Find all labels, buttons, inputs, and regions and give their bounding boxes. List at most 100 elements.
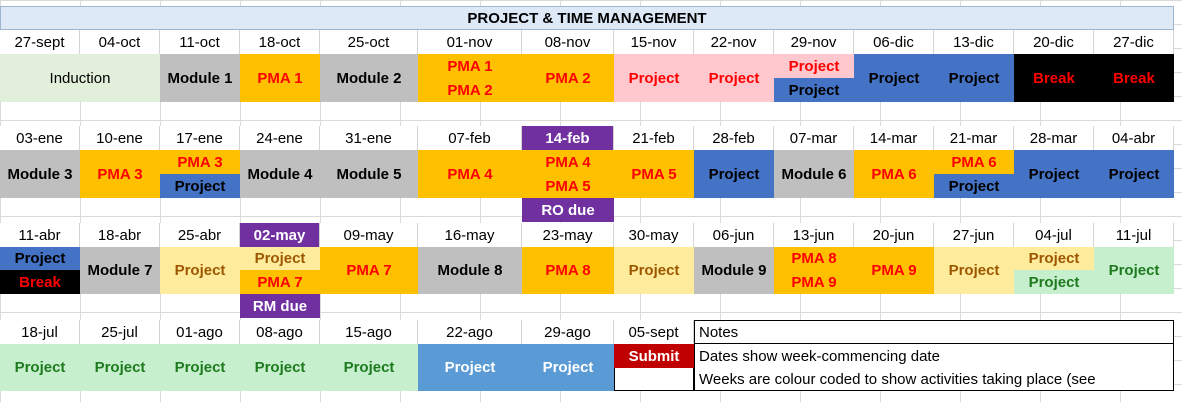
date-header: 06-dic (854, 30, 934, 54)
cell-dic13-project[interactable]: Project (934, 54, 1014, 102)
date-header: 21-mar (934, 126, 1014, 150)
cell-feb14-pma5[interactable]: PMA 5 (522, 174, 614, 198)
date-header: 09-may (320, 223, 418, 247)
notes-heading: Notes (694, 320, 1174, 344)
cell-ago22-project[interactable]: Project (418, 344, 522, 391)
cell-dic06-project[interactable]: Project (854, 54, 934, 102)
cell-dic27-break[interactable]: Break (1094, 54, 1174, 102)
cell-module-6[interactable]: Module 6 (774, 150, 854, 198)
cell-ago01-project[interactable]: Project (160, 344, 240, 391)
date-header: 18-jul (0, 320, 80, 344)
cell-ago15-project[interactable]: Project (320, 344, 418, 391)
date-header: 06-jun (694, 223, 774, 247)
cell-nov15-project[interactable]: Project (614, 54, 694, 102)
date-header: 03-ene (0, 126, 80, 150)
date-header: 04-abr (1094, 126, 1174, 150)
cell-abr11-project[interactable]: Project (0, 247, 80, 270)
cell-module-4[interactable]: Module 4 (240, 150, 320, 198)
cell-module-9[interactable]: Module 9 (694, 247, 774, 294)
cell-abr11-break[interactable]: Break (0, 270, 80, 294)
cell-jun27-project[interactable]: Project (934, 247, 1014, 294)
cell-feb28-project[interactable]: Project (694, 150, 774, 198)
cell-rm-due[interactable]: RM due (240, 294, 320, 318)
date-header: 30-may (614, 223, 694, 247)
cell-feb14-pma4[interactable]: PMA 4 (522, 150, 614, 174)
date-header: 16-may (418, 223, 522, 247)
cell-pma-8[interactable]: PMA 8 (522, 247, 614, 294)
date-header: 27-sept (0, 30, 80, 54)
date-header: 13-jun (774, 223, 854, 247)
cell-ago08-project[interactable]: Project (240, 344, 320, 391)
cell-nov29-project-b[interactable]: Project (774, 78, 854, 102)
cell-jun13-pma8[interactable]: PMA 8 (774, 247, 854, 270)
date-header: 13-dic (934, 30, 1014, 54)
date-header: 25-abr (160, 223, 240, 247)
cell-ene17-pma3[interactable]: PMA 3 (160, 150, 240, 174)
cell-pma-1[interactable]: PMA 1 (240, 54, 320, 102)
cell-nov01-pma2[interactable]: PMA 2 (418, 78, 522, 102)
cell-pma-3[interactable]: PMA 3 (80, 150, 160, 198)
cell-jun13-pma9[interactable]: PMA 9 (774, 270, 854, 294)
cell-ene17-project[interactable]: Project (160, 174, 240, 198)
cell-mar28-project[interactable]: Project (1014, 150, 1094, 198)
date-header: 14-feb (522, 126, 614, 150)
date-header: 01-ago (160, 320, 240, 344)
cell-submit-blank (614, 368, 694, 391)
date-header: 22-ago (418, 320, 522, 344)
date-header: 31-ene (320, 126, 418, 150)
date-header: 15-ago (320, 320, 418, 344)
cell-module-7[interactable]: Module 7 (80, 247, 160, 294)
date-header: 28-feb (694, 126, 774, 150)
cell-ago29-project[interactable]: Project (522, 344, 614, 391)
cell-jul04-project-a[interactable]: Project (1014, 247, 1094, 270)
cell-module-8[interactable]: Module 8 (418, 247, 522, 294)
cell-induction[interactable]: Induction (0, 54, 160, 102)
date-header: 27-dic (1094, 30, 1174, 54)
date-header: 23-may (522, 223, 614, 247)
notes-line-2: Weeks are colour coded to show activitie… (694, 368, 1174, 391)
cell-pma-5[interactable]: PMA 5 (614, 150, 694, 198)
cell-jul04-project-b[interactable]: Project (1014, 270, 1094, 294)
cell-pma-7[interactable]: PMA 7 (320, 247, 418, 294)
date-header: 08-nov (522, 30, 614, 54)
date-header: 04-oct (80, 30, 160, 54)
cell-module-2[interactable]: Module 2 (320, 54, 418, 102)
date-header: 07-mar (774, 126, 854, 150)
date-header: 21-feb (614, 126, 694, 150)
date-header: 18-oct (240, 30, 320, 54)
cell-dic20-break[interactable]: Break (1014, 54, 1094, 102)
date-header: 25-jul (80, 320, 160, 344)
cell-nov01-pma1[interactable]: PMA 1 (418, 54, 522, 78)
cell-pma-9[interactable]: PMA 9 (854, 247, 934, 294)
cell-may02-pma7[interactable]: PMA 7 (240, 270, 320, 294)
cell-abr04-project[interactable]: Project (1094, 150, 1174, 198)
cell-may02-project[interactable]: Project (240, 247, 320, 270)
cell-mar21-pma6[interactable]: PMA 6 (934, 150, 1014, 174)
date-header: 05-sept (614, 320, 694, 344)
cell-ro-due[interactable]: RO due (522, 198, 614, 222)
cell-pma-4[interactable]: PMA 4 (418, 150, 522, 198)
cell-abr25-project[interactable]: Project (160, 247, 240, 294)
notes-line-1: Dates show week-commencing date (694, 344, 1174, 368)
cell-submit[interactable]: Submit (614, 344, 694, 368)
cell-jul25-project[interactable]: Project (80, 344, 160, 391)
page-title: PROJECT & TIME MANAGEMENT (0, 6, 1174, 30)
cell-pma-2[interactable]: PMA 2 (522, 54, 614, 102)
cell-jul11-project[interactable]: Project (1094, 247, 1174, 294)
date-header: 08-ago (240, 320, 320, 344)
date-header: 17-ene (160, 126, 240, 150)
date-header: 11-abr (0, 223, 80, 247)
cell-mar21-project[interactable]: Project (934, 174, 1014, 198)
date-header: 01-nov (418, 30, 522, 54)
cell-module-5[interactable]: Module 5 (320, 150, 418, 198)
cell-pma-6[interactable]: PMA 6 (854, 150, 934, 198)
cell-module-3[interactable]: Module 3 (0, 150, 80, 198)
cell-jul18-project[interactable]: Project (0, 344, 80, 391)
date-header: 22-nov (694, 30, 774, 54)
cell-module-1[interactable]: Module 1 (160, 54, 240, 102)
cell-may30-project[interactable]: Project (614, 247, 694, 294)
date-header: 04-jul (1014, 223, 1094, 247)
date-header: 14-mar (854, 126, 934, 150)
cell-nov29-project-a[interactable]: Project (774, 54, 854, 78)
cell-nov22-project[interactable]: Project (694, 54, 774, 102)
